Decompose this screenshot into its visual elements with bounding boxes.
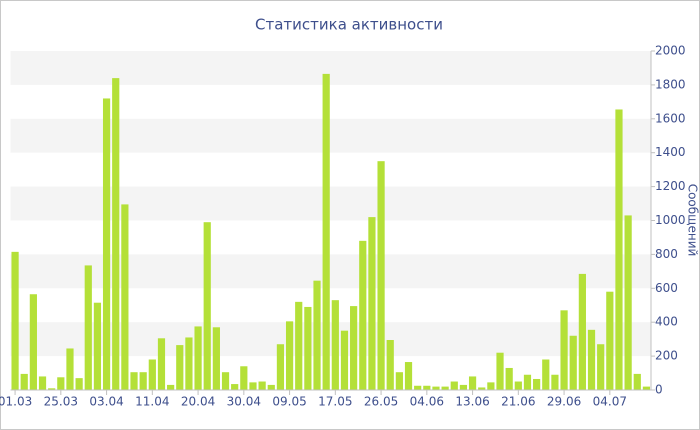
y-tick-label: 400 [655, 315, 678, 329]
x-tick-label: 29.06 [547, 395, 581, 409]
bar [487, 382, 495, 390]
bar [57, 377, 65, 390]
bar [75, 378, 83, 390]
bar [587, 329, 596, 390]
y-tick-label: 1400 [655, 145, 686, 159]
y-tick-label: 0 [655, 383, 663, 397]
bar [350, 306, 358, 390]
bar [578, 273, 586, 390]
x-tick-label: 17.05 [318, 395, 352, 409]
chart-title: Статистика активности [255, 16, 443, 34]
y-tick-label: 1600 [655, 111, 686, 125]
bar [176, 345, 184, 390]
bar [139, 372, 147, 390]
bar [130, 372, 138, 390]
bar [597, 344, 605, 390]
bar [496, 352, 504, 390]
bar [304, 306, 312, 390]
bar [368, 217, 376, 390]
bar [157, 338, 166, 390]
bar [359, 240, 367, 390]
bar [240, 366, 248, 390]
y-tick-label: 2000 [655, 44, 686, 58]
bar [322, 73, 330, 390]
bar [423, 385, 431, 390]
bar [276, 344, 285, 390]
bar [84, 265, 92, 390]
bar [11, 251, 19, 390]
bar [102, 98, 111, 391]
bar [112, 78, 120, 391]
x-tick-label: 25.03 [44, 395, 78, 409]
bar [468, 376, 477, 390]
x-tick-label: 20.04 [181, 395, 215, 409]
bar [542, 359, 550, 390]
x-tick-label: 04.07 [593, 395, 627, 409]
bar [194, 326, 202, 390]
bar [313, 280, 321, 390]
x-tick-label: 11.04 [135, 395, 169, 409]
bar [450, 381, 458, 390]
bar [533, 378, 541, 390]
bar [258, 381, 266, 390]
bar [167, 384, 175, 390]
bar [29, 294, 37, 390]
y-axis-title: Сообщений [686, 184, 700, 257]
bar [38, 376, 47, 390]
bar [48, 388, 56, 390]
bar [66, 348, 74, 390]
bar [185, 337, 193, 390]
y-tick-label: 1800 [655, 77, 686, 91]
x-tick-label: 21.06 [501, 395, 535, 409]
bar [267, 384, 275, 390]
bar [414, 385, 422, 390]
y-tick-label: 1200 [655, 179, 686, 193]
bar [459, 384, 468, 390]
bar [331, 300, 339, 390]
x-tick-label: 13.06 [455, 395, 489, 409]
bar [295, 301, 303, 390]
y-tick-label: 600 [655, 281, 678, 295]
bar [148, 359, 156, 390]
x-tick-label: 04.06 [410, 395, 444, 409]
bar [231, 384, 239, 390]
bar [642, 386, 651, 390]
bar [212, 327, 220, 390]
bar [606, 291, 614, 390]
bar [514, 381, 522, 390]
bar [20, 373, 28, 390]
bar [478, 387, 486, 390]
bar [551, 374, 559, 390]
bar [203, 222, 211, 390]
bar [395, 372, 403, 390]
y-tick-label: 1000 [655, 213, 686, 227]
bar [386, 339, 394, 390]
bar [221, 372, 230, 390]
bar [505, 367, 513, 390]
x-tick-label: 01.03 [0, 395, 32, 409]
x-tick-label: 30.04 [227, 395, 261, 409]
bar [93, 302, 102, 390]
bar [404, 362, 413, 390]
bar [432, 386, 440, 390]
x-tick-label: 03.04 [89, 395, 123, 409]
bar [377, 161, 385, 390]
grid-band [10, 51, 651, 85]
bar [249, 382, 257, 390]
bar [285, 321, 294, 390]
bar [569, 335, 577, 390]
bar [615, 109, 623, 390]
bar [523, 374, 532, 390]
bar [121, 204, 129, 390]
y-tick-label: 200 [655, 349, 678, 363]
x-tick-label: 26.05 [364, 395, 398, 409]
bar [441, 386, 449, 390]
y-tick-label: 800 [655, 247, 678, 261]
bar [340, 330, 349, 390]
x-tick-label: 09.05 [272, 395, 306, 409]
bar [560, 310, 568, 390]
bar [624, 215, 632, 390]
bar [633, 373, 641, 390]
